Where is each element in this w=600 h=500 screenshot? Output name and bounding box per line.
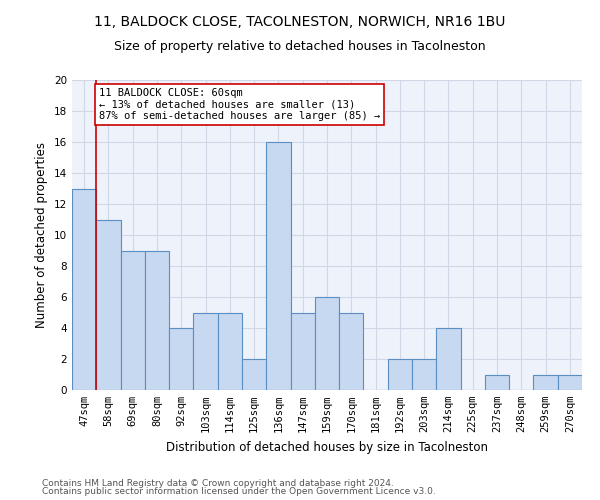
Bar (315, 297, 339, 390)
Bar (339, 312, 364, 390)
Bar (218, 312, 242, 390)
Bar (290, 312, 315, 390)
Bar (72, 188, 96, 390)
Bar (169, 328, 193, 390)
Bar (412, 359, 436, 390)
Text: 11, BALDOCK CLOSE, TACOLNESTON, NORWICH, NR16 1BU: 11, BALDOCK CLOSE, TACOLNESTON, NORWICH,… (94, 15, 506, 29)
Bar (242, 359, 266, 390)
Bar (558, 374, 582, 390)
Bar (193, 312, 218, 390)
Text: Size of property relative to detached houses in Tacolneston: Size of property relative to detached ho… (114, 40, 486, 53)
Bar (436, 328, 461, 390)
Bar (96, 220, 121, 390)
Text: Contains public sector information licensed under the Open Government Licence v3: Contains public sector information licen… (42, 487, 436, 496)
Text: Contains HM Land Registry data © Crown copyright and database right 2024.: Contains HM Land Registry data © Crown c… (42, 478, 394, 488)
Bar (533, 374, 558, 390)
Bar (388, 359, 412, 390)
Bar (121, 250, 145, 390)
Text: 11 BALDOCK CLOSE: 60sqm
← 13% of detached houses are smaller (13)
87% of semi-de: 11 BALDOCK CLOSE: 60sqm ← 13% of detache… (99, 88, 380, 121)
Y-axis label: Number of detached properties: Number of detached properties (35, 142, 49, 328)
X-axis label: Distribution of detached houses by size in Tacolneston: Distribution of detached houses by size … (166, 440, 488, 454)
Bar (485, 374, 509, 390)
Bar (145, 250, 169, 390)
Bar (266, 142, 290, 390)
